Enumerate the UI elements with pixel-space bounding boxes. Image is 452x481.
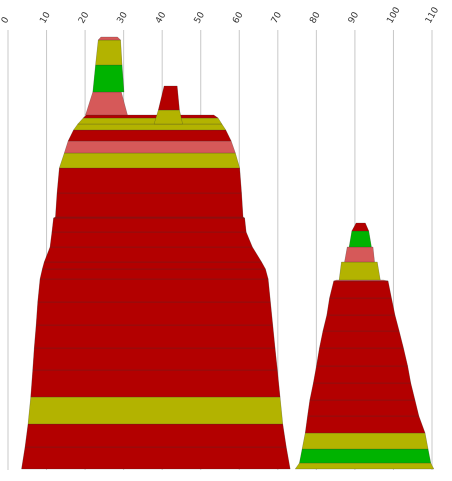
band-olive <box>301 432 429 450</box>
band-dark-red <box>33 324 276 349</box>
left-mountain <box>21 36 291 470</box>
x-tick-label: 0 <box>0 15 12 25</box>
band-dark-red <box>37 278 271 303</box>
band-dark-red <box>304 415 426 434</box>
x-tick-label: 110 <box>424 5 441 25</box>
x-tick-label: 50 <box>193 10 208 25</box>
x-tick-label: 20 <box>77 10 92 25</box>
band-dark-red <box>351 222 370 232</box>
x-tick-label: 80 <box>308 10 323 25</box>
band-dark-red <box>309 382 416 401</box>
band-dark-red <box>21 446 291 470</box>
x-tick-label: 60 <box>231 10 246 25</box>
band-dark-red <box>43 246 262 263</box>
x-tick-label: 90 <box>347 10 362 25</box>
band-olive <box>73 123 227 131</box>
band-dark-red <box>24 423 287 448</box>
band-olive <box>294 462 435 470</box>
band-light-red <box>64 140 236 154</box>
band-light-red <box>85 91 128 116</box>
x-tick-label: 40 <box>154 10 169 25</box>
band-dark-red <box>51 217 247 233</box>
band-dark-red <box>39 268 269 280</box>
band-dark-red <box>307 399 420 417</box>
band-green <box>92 64 125 93</box>
x-tick-label: 10 <box>38 10 53 25</box>
tick-labels: 0 10 20 30 40 50 60 70 80 90 100 110 <box>0 5 441 25</box>
band-dark-red <box>329 280 392 299</box>
band-light-red <box>97 36 122 41</box>
band-dark-red <box>326 297 396 316</box>
band-dark-red <box>55 192 244 218</box>
band-dark-red <box>82 114 219 119</box>
right-mountain <box>294 222 435 470</box>
band-olive <box>27 396 284 425</box>
band-dark-red <box>67 129 232 142</box>
band-light-red <box>344 246 375 263</box>
band-dark-red <box>316 347 408 367</box>
band-dark-red <box>158 85 180 111</box>
band-dark-red <box>32 347 278 371</box>
band-olive <box>59 152 240 169</box>
band-olive <box>153 109 183 125</box>
x-tick-label: 70 <box>270 10 285 25</box>
band-dark-red <box>322 314 400 332</box>
band-dark-red <box>49 231 253 248</box>
x-tick-label: 30 <box>116 10 131 25</box>
band-dark-red <box>56 167 242 194</box>
band-green <box>348 230 372 248</box>
band-dark-red <box>313 365 412 384</box>
band-dark-red <box>42 261 266 270</box>
band-dark-red <box>30 369 281 398</box>
band-dark-red <box>35 301 274 326</box>
band-green <box>299 448 432 464</box>
band-light-red <box>333 279 389 282</box>
band-olive <box>77 117 223 125</box>
band-olive <box>95 39 123 66</box>
band-dark-red <box>319 330 404 349</box>
band-olive <box>338 261 381 281</box>
bands-layer <box>21 36 435 470</box>
x-tick-label: 100 <box>385 5 402 25</box>
